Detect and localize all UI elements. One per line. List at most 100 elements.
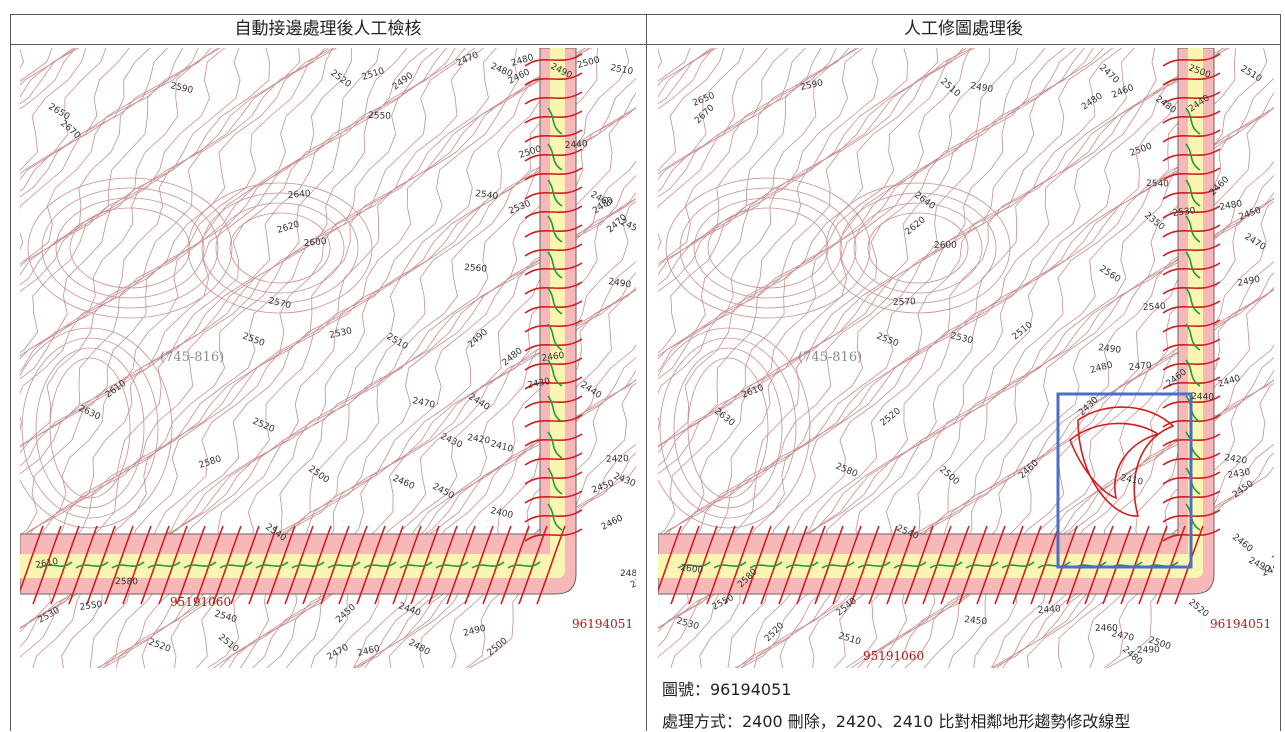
contour-line bbox=[740, 48, 1224, 668]
green-contour bbox=[547, 179, 563, 207]
contour-loop bbox=[20, 327, 173, 529]
header-left-title: 自動接邊處理後人工檢核 bbox=[234, 19, 422, 39]
red-contour-horizontal-edge bbox=[994, 525, 1024, 605]
contour-line bbox=[670, 48, 1228, 668]
contour-line bbox=[658, 48, 939, 360]
green-contour bbox=[547, 467, 563, 495]
green-contour bbox=[547, 107, 563, 135]
contour-line bbox=[658, 48, 1114, 612]
contour-label: 2480 bbox=[620, 569, 636, 579]
caption-map-number: 圖號：96194051 bbox=[662, 680, 792, 699]
contour-line bbox=[20, 48, 476, 612]
contour-loop bbox=[49, 357, 131, 499]
contour-line bbox=[658, 48, 860, 286]
red-contour-horizontal-edge bbox=[122, 525, 152, 605]
green-contour bbox=[1185, 179, 1201, 207]
red-contour-vertical-edge bbox=[1162, 281, 1221, 295]
sheet-edge-buffer bbox=[20, 48, 577, 595]
red-contour-vertical-edge bbox=[524, 395, 583, 409]
table-right-border bbox=[1280, 14, 1281, 731]
red-contour-horizontal-edge bbox=[518, 525, 548, 605]
contour-loop bbox=[839, 192, 997, 304]
red-contour-vertical-edge bbox=[1162, 300, 1221, 314]
contour-line bbox=[658, 48, 879, 354]
green-contour bbox=[147, 561, 181, 569]
green-contour bbox=[399, 561, 433, 569]
green-contour bbox=[363, 561, 397, 569]
contour-label: 2610 bbox=[35, 557, 60, 571]
contour-line bbox=[20, 48, 130, 180]
red-contour-vertical-edge bbox=[524, 224, 583, 238]
contour-line bbox=[335, 288, 636, 668]
contour-line bbox=[20, 48, 271, 357]
contour-line bbox=[353, 356, 636, 668]
contour-label: 2470 bbox=[1110, 629, 1135, 644]
contour-line bbox=[833, 107, 1274, 668]
contour-line bbox=[468, 466, 636, 668]
red-contour-horizontal-edge bbox=[338, 525, 368, 605]
contour-line bbox=[252, 201, 636, 668]
contour-loop bbox=[27, 177, 233, 319]
contour-line bbox=[658, 48, 837, 265]
contour-line bbox=[20, 48, 330, 447]
red-contour-horizontal-edge bbox=[410, 525, 440, 605]
contour-label: 2600 bbox=[934, 241, 957, 251]
red-contour-horizontal-edge bbox=[230, 525, 260, 605]
red-contour-horizontal-edge bbox=[500, 525, 530, 605]
contour-line bbox=[1103, 452, 1274, 668]
contour-line bbox=[449, 443, 636, 668]
green-contour bbox=[1037, 561, 1071, 569]
contour-line bbox=[808, 107, 1274, 668]
green-contour bbox=[1185, 323, 1201, 351]
contour-line bbox=[20, 48, 212, 267]
contour-label: 2500 bbox=[1271, 546, 1274, 566]
contour-line bbox=[219, 192, 636, 668]
contour-line bbox=[658, 48, 822, 251]
red-contour-vertical-edge bbox=[1162, 91, 1221, 105]
contour-label: 2430 bbox=[1227, 467, 1251, 481]
green-contour bbox=[547, 323, 563, 351]
contour-line bbox=[357, 344, 636, 668]
contour-loop bbox=[659, 337, 797, 519]
contour-label: 2560 bbox=[464, 263, 488, 275]
modified-contours bbox=[1069, 406, 1175, 517]
contour-loop bbox=[21, 337, 159, 519]
contour-line bbox=[658, 48, 1123, 629]
contour-line bbox=[20, 48, 333, 448]
red-contour-vertical-edge bbox=[1162, 205, 1221, 219]
contour-label: 2490 bbox=[1237, 275, 1262, 289]
red-contour-horizontal-edge bbox=[374, 525, 404, 605]
red-contour-horizontal-edge bbox=[940, 525, 970, 605]
contour-line bbox=[734, 48, 1268, 668]
contour-line bbox=[61, 48, 593, 668]
sheet-label-index: (745-816) bbox=[798, 350, 862, 365]
buffer-zone bbox=[20, 48, 577, 595]
contour-label: 2420 bbox=[467, 433, 491, 447]
red-contour-vertical-edge bbox=[524, 262, 583, 276]
red-contour-horizontal-edge bbox=[868, 525, 898, 605]
contour-line bbox=[658, 48, 789, 192]
contour-loop bbox=[707, 207, 829, 289]
red-contour-horizontal-edge bbox=[796, 525, 826, 605]
contour-line bbox=[658, 48, 1185, 648]
red-contour-horizontal-edge bbox=[86, 525, 116, 605]
contour-line bbox=[20, 48, 573, 658]
sheet-label-95191060: 95191060 bbox=[863, 649, 924, 663]
contour-line bbox=[20, 48, 107, 175]
contour-line bbox=[20, 48, 199, 265]
contour-loop bbox=[187, 182, 373, 314]
sheet-edge-buffer bbox=[658, 48, 1215, 595]
contour-line bbox=[658, 48, 864, 292]
red-contour-horizontal-edge bbox=[886, 525, 916, 605]
contour-line bbox=[658, 48, 1104, 562]
contour-line bbox=[20, 48, 335, 432]
red-contour-vertical-edge bbox=[1162, 167, 1221, 181]
red-contour-horizontal-edge bbox=[20, 525, 44, 593]
contour-line bbox=[20, 48, 519, 633]
contour-loop bbox=[867, 212, 969, 284]
green-contour bbox=[291, 561, 325, 569]
adjacent-sheet-lines bbox=[39, 107, 563, 569]
contour-line bbox=[658, 48, 768, 180]
